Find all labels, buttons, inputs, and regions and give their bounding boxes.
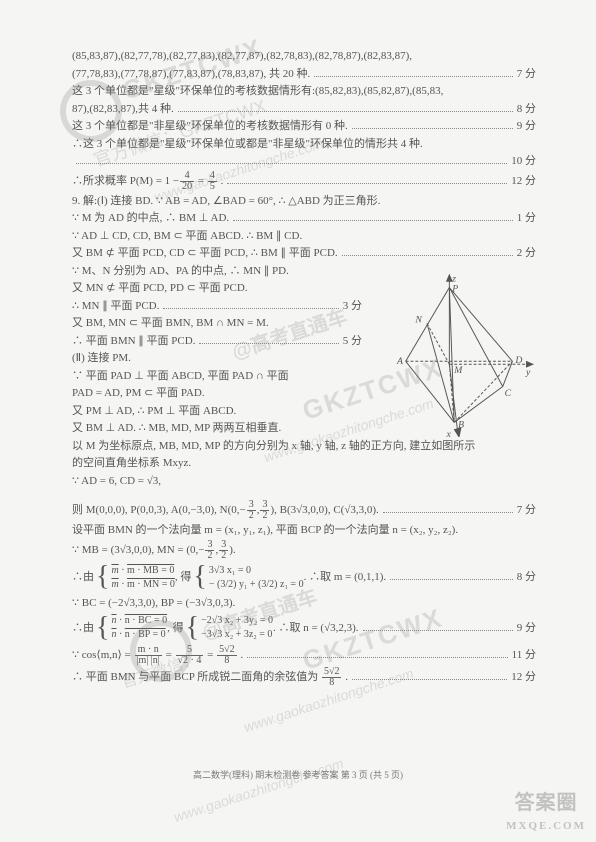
text-line: ∵ MB = (3√3,0,0), MN = (0,−32,32). bbox=[72, 540, 536, 561]
svg-text:x: x bbox=[445, 429, 451, 437]
text-line: 10 分 bbox=[72, 153, 536, 170]
watermark-text: www.gaokaozhitongche.com bbox=[171, 753, 346, 828]
svg-text:y: y bbox=[525, 367, 531, 378]
text-line: 则 M(0,0,0), P(0,0,3), A(0,−3,0), N(0,−32… bbox=[72, 500, 536, 521]
text-line: ∵ M 为 AD 的中点, ∴ BM ⊥ AD.1 分 bbox=[72, 210, 536, 227]
text-line: ∵ BC = (−2√3,3,0), BP = (−3√3,0,3). bbox=[72, 595, 536, 612]
text-line: (85,83,87),(82,77,78),(82,77,83),(82,77,… bbox=[72, 48, 536, 65]
svg-text:B: B bbox=[458, 419, 464, 430]
text-line: ∵ AD ⊥ CD, CD, BM ⊂ 平面 ABCD. ∴ BM ∥ CD. bbox=[72, 228, 536, 245]
text-line: ∴ 平面 BMN 与平面 BCP 所成锐二面角的余弦值为 5√28 . 12 分 bbox=[72, 667, 536, 688]
text-line: ∴ MN ∥ 平面 PCD.3 分 bbox=[72, 298, 362, 315]
text-line: (77,78,83),(77,78,87),(77,83,87),(78,83,… bbox=[72, 66, 536, 83]
svg-text:A: A bbox=[396, 356, 403, 367]
text-line: ∴ 平面 BMN ∥ 平面 PCD.5 分 bbox=[72, 333, 362, 350]
svg-text:P: P bbox=[451, 283, 458, 294]
text-line: 87),(82,83,87),共 4 种.8 分 bbox=[72, 101, 536, 118]
text-line: 以 M 为坐标原点, MB, MD, MP 的方向分别为 x 轴, y 轴, z… bbox=[72, 438, 536, 455]
text-line: ∵ AD = 6, CD = √3, bbox=[72, 473, 536, 490]
brace-block: ∴由 { n · n · BC = 0n · n · BP = 0 , 得 { … bbox=[72, 612, 536, 644]
text-line: 又 BM ⊄ 平面 PCD, CD ⊂ 平面 PCD, ∴ BM ∥ 平面 PC… bbox=[72, 245, 536, 262]
svg-text:D: D bbox=[514, 355, 522, 366]
geometry-diagram: z y x P N A M D C B bbox=[386, 272, 536, 437]
text-line: 的空间直角坐标系 Mxyz. bbox=[72, 455, 536, 472]
text-line: 9. 解:(Ⅰ) 连接 BD. ∵ AB = AD, ∠BAD = 60°, ∴… bbox=[72, 193, 536, 210]
text-line: 这 3 个单位都是"星级"环保单位的考核数据情形有:(85,82,83),(85… bbox=[72, 83, 536, 100]
text-line: ∴所求概率 P(M) = 1 −420 = 45 . 12 分 bbox=[72, 171, 536, 192]
text-line: 这 3 个单位都是"非星级"环保单位的考核数据情形有 0 种.9 分 bbox=[72, 118, 536, 135]
corner-logo: 答案圈 MXQE.COM bbox=[506, 788, 586, 835]
svg-text:M: M bbox=[453, 365, 463, 376]
brace-block: ∴由 { m · m · MB = 0m · m · MN = 0 , 得 { … bbox=[72, 562, 536, 594]
text-line: ∴这 3 个单位都是"星级"环保单位或都是"非星级"环保单位的情形共 4 种. bbox=[72, 136, 536, 153]
text-line: 设平面 BMN 的一个法向量 m = (x₁, y₁, z₁), 平面 BCP … bbox=[72, 522, 536, 539]
svg-text:C: C bbox=[505, 388, 512, 399]
svg-text:N: N bbox=[414, 314, 422, 325]
page-footer: 高二数学(理科) 期末检测卷 参考答案 第 3 页 (共 5 页) bbox=[0, 769, 596, 783]
text-line: ∵ cos⟨m,n⟩ = m · n|m| |n| = 5√2 · 4 = 5√… bbox=[72, 645, 536, 666]
